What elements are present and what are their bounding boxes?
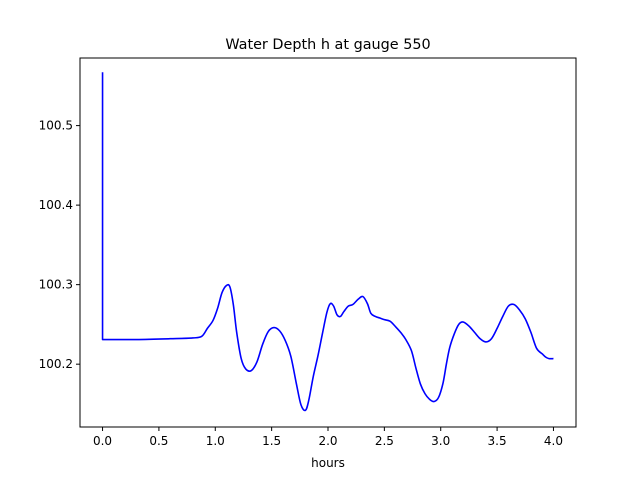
y-tick-label: 100.5 — [39, 119, 73, 133]
x-tick-label: 3.0 — [431, 434, 450, 448]
data-layer — [101, 72, 554, 412]
x-tick-label: 2.0 — [318, 434, 337, 448]
x-tick-label: 3.5 — [488, 434, 507, 448]
y-tick-label: 100.3 — [39, 278, 73, 292]
x-axis-label: hours — [311, 456, 345, 470]
y-tick-label: 100.4 — [39, 198, 73, 212]
x-tick-label: 0.5 — [149, 434, 168, 448]
x-tick-label: 4.0 — [544, 434, 563, 448]
y-tick-label: 100.2 — [39, 357, 73, 371]
series-line — [101, 72, 554, 412]
x-tick-label: 1.5 — [262, 434, 281, 448]
plot-area — [80, 58, 576, 427]
chart-title: Water Depth h at gauge 550 — [225, 37, 430, 53]
x-tick-label: 2.5 — [375, 434, 394, 448]
x-tick-label: 0.0 — [93, 434, 112, 448]
x-axis: 0.0 0.5 1.0 1.5 2.0 2.5 3.0 3.5 4.0 — [93, 427, 563, 448]
x-tick-label: 1.0 — [206, 434, 225, 448]
y-axis: 100.2 100.3 100.4 100.5 — [39, 119, 80, 371]
